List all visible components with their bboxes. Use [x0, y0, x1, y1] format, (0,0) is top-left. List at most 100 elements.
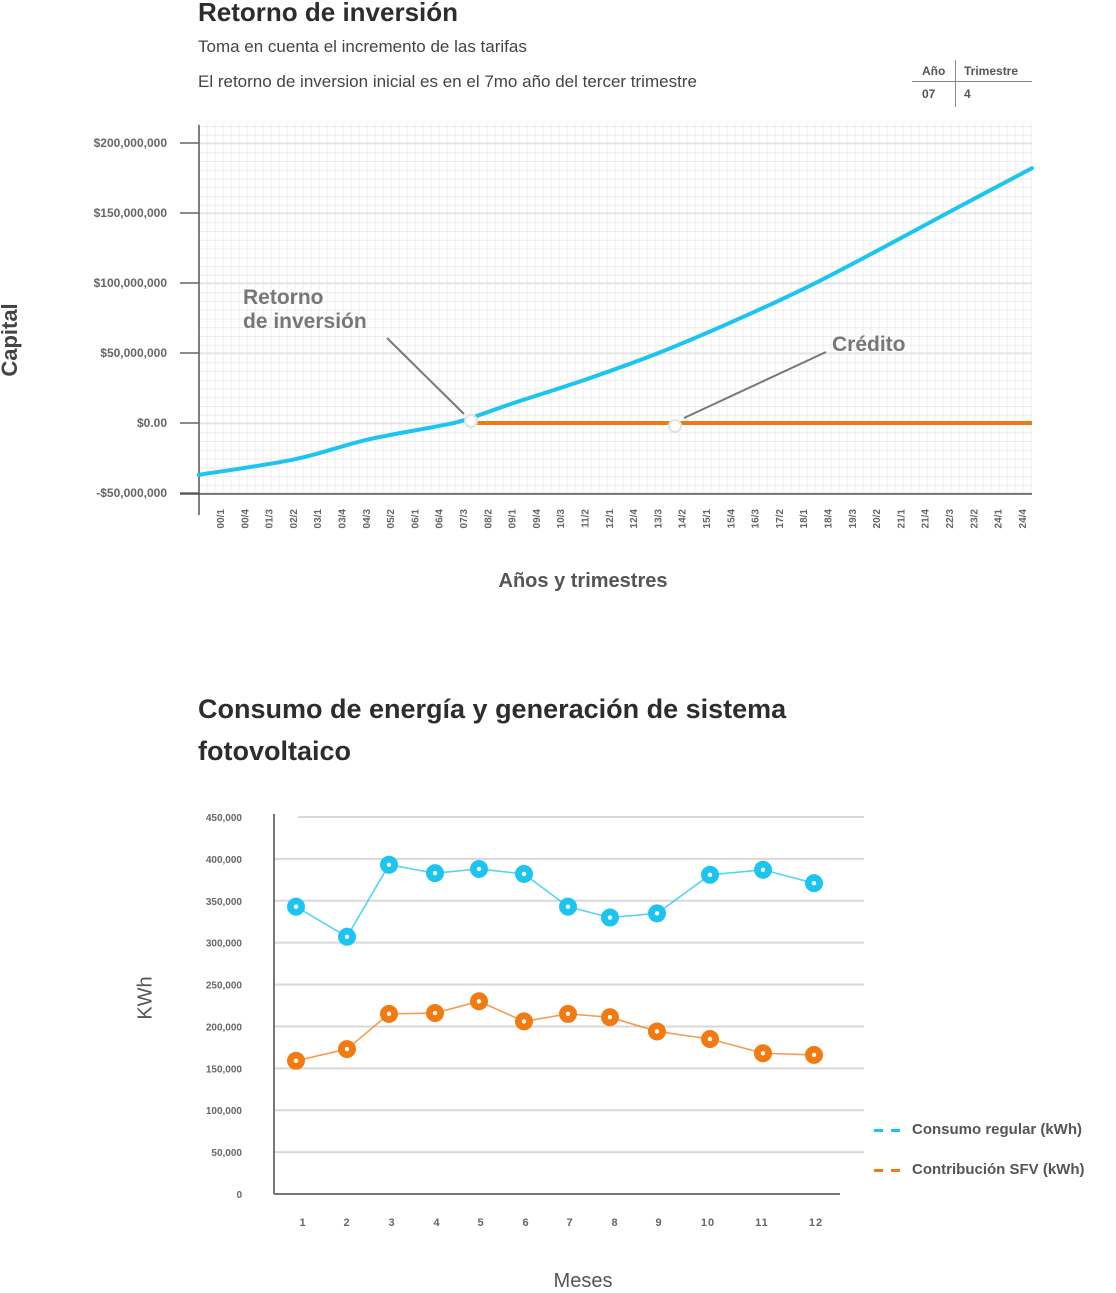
y-tick-label: 100,000 — [206, 1106, 243, 1117]
x-tick-label: 02/2 — [289, 509, 300, 529]
point-center — [707, 1036, 713, 1042]
x-tick-label: 24/4 — [1018, 509, 1029, 529]
x-tick-label: 7 — [566, 1217, 573, 1229]
point-center — [811, 880, 817, 886]
point-center — [654, 911, 660, 916]
x-tick-label: 11/2 — [581, 509, 592, 528]
table-header-year: Año — [922, 64, 946, 78]
energy-chart: 0 50,000 100,000 150,000 200,000 250,000 300,0… — [206, 813, 864, 1229]
y-tick-label: 400,000 — [206, 855, 243, 866]
x-tick-label: 10 — [701, 1217, 715, 1229]
point-center — [344, 1046, 350, 1052]
point-center — [432, 1010, 438, 1016]
x-tick-label: 13/3 — [653, 509, 664, 529]
energy-x-axis-label: Meses — [553, 1270, 613, 1292]
x-tick-label: 01/3 — [265, 509, 276, 529]
x-tick-label: 00/1 — [216, 509, 227, 529]
table-divider-horizontal — [912, 81, 1032, 82]
x-tick-label: 1 — [299, 1217, 306, 1229]
point-center — [293, 1058, 299, 1063]
roi-summary-table: Año Trimestre 07 4 — [912, 60, 1032, 108]
credit-point-marker — [668, 419, 682, 433]
y-tick-label: 150,000 — [206, 1064, 243, 1075]
y-tick-label: 200,000 — [206, 1022, 243, 1033]
x-tick-label: 24/1 — [994, 509, 1005, 529]
y-tick-label: $0.00 — [137, 416, 167, 430]
x-tick-label: 21/4 — [921, 509, 932, 529]
point-center — [565, 904, 571, 909]
table-header-quarter: Trimestre — [964, 64, 1019, 78]
x-tick-label: 12/1 — [605, 509, 616, 529]
y-tick-label: 0 — [236, 1190, 242, 1201]
x-tick-label: 18/1 — [799, 509, 810, 529]
x-tick-label: 17/2 — [775, 509, 786, 529]
roi-annotation-line1: Retorno — [243, 286, 324, 309]
y-tick-label: 250,000 — [206, 981, 243, 992]
point-center — [293, 904, 299, 909]
x-tick-label: 12/4 — [629, 509, 640, 529]
point-center — [707, 872, 713, 878]
point-center — [760, 1051, 766, 1056]
x-tick-label: 19/3 — [848, 509, 859, 529]
x-tick-label: 6 — [522, 1217, 529, 1229]
roi-point-marker — [464, 414, 478, 428]
y-tick-label: $150,000,000 — [94, 206, 168, 220]
roi-annotation-pointer — [386, 337, 465, 415]
x-tick-label: 11 — [755, 1217, 769, 1229]
roi-title: Retorno de inversión — [198, 0, 459, 27]
point-center — [654, 1029, 660, 1034]
x-tick-label: 23/2 — [969, 509, 980, 529]
point-center — [811, 1052, 817, 1058]
x-tick-label: 21/1 — [896, 509, 907, 529]
x-tick-label: 12 — [809, 1217, 823, 1229]
roi-x-axis-label: Años y trimestres — [498, 570, 668, 592]
table-value-quarter: 4 — [964, 87, 971, 101]
x-tick-label: 14/2 — [678, 509, 689, 529]
x-tick-label: 18/4 — [824, 509, 835, 529]
x-tick-label: 8 — [611, 1217, 618, 1229]
x-tick-label: 10/3 — [556, 509, 567, 529]
roi-annotation-line2: de inversión — [243, 310, 367, 333]
legend-swatch-pv — [874, 1167, 900, 1174]
roi-subtitle-tariffs: Toma en cuenta el incremento de las tari… — [198, 37, 527, 56]
capital-line — [197, 166, 1034, 477]
point-center — [521, 1019, 527, 1024]
y-tick-label: 300,000 — [206, 939, 243, 950]
legend-label-pv: Contribución SFV (kWh) — [912, 1161, 1085, 1178]
y-tick-label: $200,000,000 — [94, 136, 168, 150]
y-tick-label: 450,000 — [206, 813, 243, 824]
pv-contribution-line — [295, 1000, 815, 1062]
x-tick-label: 9 — [655, 1217, 662, 1229]
x-tick-label: 4 — [433, 1217, 440, 1229]
y-tick-label: $50,000,000 — [100, 346, 167, 360]
x-tick-label: 00/4 — [240, 509, 251, 529]
x-tick-label: 08/2 — [483, 509, 494, 529]
x-tick-label: 5 — [477, 1217, 484, 1229]
legend-swatch-consumption — [874, 1127, 900, 1134]
point-center — [386, 1011, 392, 1017]
y-tick-label: $100,000,000 — [94, 276, 168, 290]
point-center — [565, 1011, 571, 1017]
point-center — [607, 915, 613, 920]
x-tick-label: 09/1 — [508, 509, 519, 529]
x-tick-label: 15/4 — [726, 509, 737, 529]
table-divider-vertical — [955, 60, 956, 107]
x-tick-label: 2 — [343, 1217, 350, 1229]
x-tick-label: 06/4 — [435, 509, 446, 529]
roi-chart: $200,000,000 $150,000,000 $100,000,000 $50,… — [94, 124, 1034, 529]
point-center — [476, 866, 482, 872]
point-center — [521, 871, 527, 877]
x-tick-label: 22/3 — [945, 509, 956, 529]
legend-label-consumption: Consumo regular (kWh) — [912, 1121, 1083, 1138]
y-tick-label: 350,000 — [206, 897, 243, 908]
point-center — [386, 862, 392, 867]
x-tick-label: 06/1 — [410, 509, 421, 529]
credit-annotation-pointer — [683, 351, 827, 419]
point-center — [607, 1015, 613, 1020]
x-tick-label: 3 — [388, 1217, 395, 1229]
point-center — [760, 867, 766, 872]
y-tick-label: 50,000 — [211, 1148, 242, 1159]
x-tick-label: 20/2 — [872, 509, 883, 529]
x-tick-label: 03/4 — [338, 509, 349, 529]
y-tick-label: -$50,000,000 — [96, 486, 167, 500]
